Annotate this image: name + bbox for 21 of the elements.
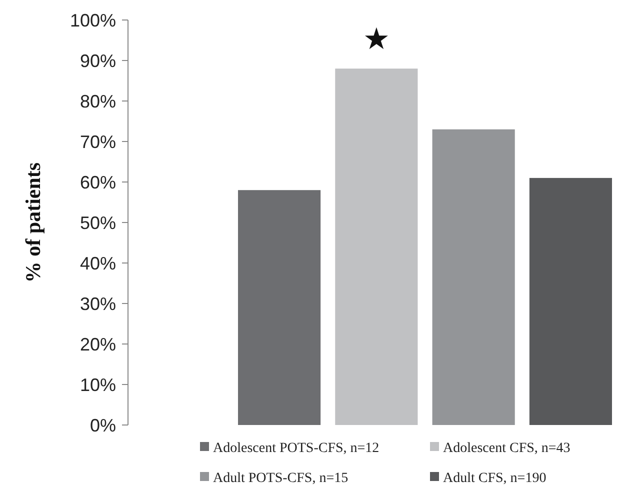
annotation: ★ bbox=[362, 23, 390, 56]
bar bbox=[335, 68, 418, 425]
y-tick-label: 70% bbox=[80, 132, 116, 152]
y-tick-label: 10% bbox=[80, 374, 116, 395]
y-tick-label: 100% bbox=[70, 10, 116, 30]
y-tick-label: 60% bbox=[80, 172, 116, 192]
legend-label: Adult CFS, n=190 bbox=[443, 470, 546, 486]
y-tick-label: 80% bbox=[80, 91, 116, 112]
bar bbox=[529, 178, 612, 425]
y-tick-label: 50% bbox=[80, 212, 116, 233]
y-axis-title: % of patients bbox=[21, 162, 45, 283]
bar bbox=[238, 190, 321, 425]
legend-label: Adolescent POTS-CFS, n=12 bbox=[213, 440, 380, 456]
legend-label: Adult POTS-CFS, n=15 bbox=[213, 470, 348, 486]
bar bbox=[432, 129, 515, 425]
y-tick-label: 20% bbox=[80, 334, 116, 354]
y-tick-label: 40% bbox=[80, 253, 116, 274]
y-tick-label: 0% bbox=[90, 415, 116, 436]
legend-label: Adolescent CFS, n=43 bbox=[443, 440, 570, 456]
y-tick-label: 30% bbox=[80, 294, 116, 314]
y-tick-label: 90% bbox=[80, 50, 116, 71]
